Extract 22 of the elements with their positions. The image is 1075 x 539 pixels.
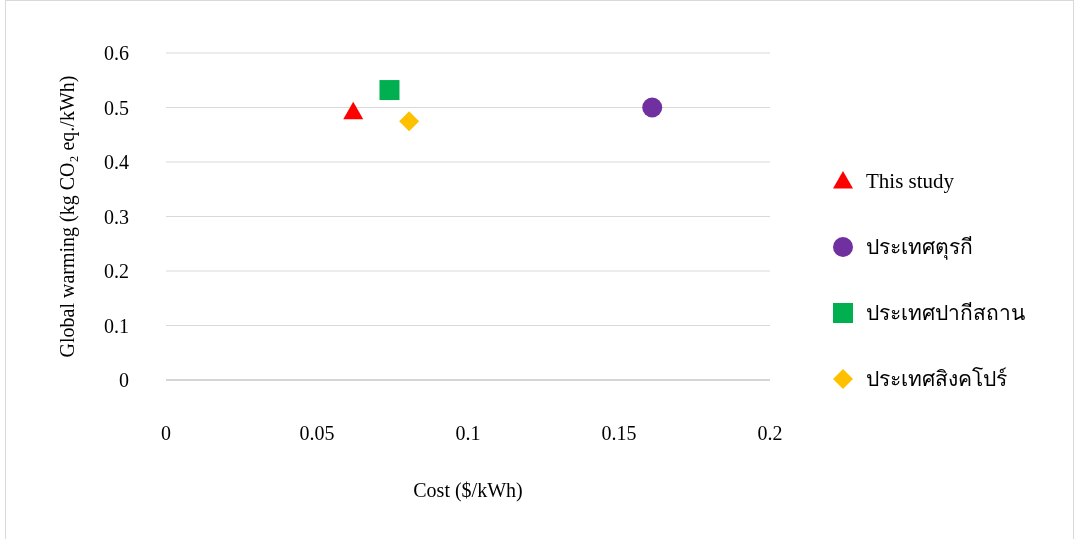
point bbox=[399, 111, 420, 132]
y-axis-title: Global warming (kg CO₂ eq./kWh) bbox=[56, 75, 79, 358]
y-tick-label: 0 bbox=[119, 369, 129, 391]
y-tick-label: 0.1 bbox=[104, 314, 129, 337]
point bbox=[642, 97, 663, 118]
y-tick-label: 0.3 bbox=[104, 205, 129, 228]
legend-label: This study bbox=[866, 169, 955, 193]
legend-label: ประเทศสิงคโปร์ bbox=[866, 367, 1007, 391]
point bbox=[343, 101, 364, 120]
y-tick-label: 0.4 bbox=[104, 151, 129, 173]
x-tick-label: 0.15 bbox=[601, 422, 637, 444]
x-tick-label: 0.1 bbox=[455, 422, 481, 444]
y-tick-label: 0.2 bbox=[104, 260, 129, 282]
x-tick-label: 0.2 bbox=[757, 422, 783, 444]
y-tick-label: 0.5 bbox=[104, 96, 129, 119]
x-tick-label: 0 bbox=[161, 422, 171, 444]
y-tick-label: 0.6 bbox=[104, 42, 129, 64]
x-axis-title: Cost ($/kWh) bbox=[413, 479, 523, 502]
x-tick-label: 0.05 bbox=[299, 422, 335, 444]
legend-label: ประเทศปากีสถาน bbox=[866, 301, 1025, 325]
point bbox=[379, 80, 400, 101]
legend-label: ประเทศตุรกี bbox=[866, 235, 973, 260]
